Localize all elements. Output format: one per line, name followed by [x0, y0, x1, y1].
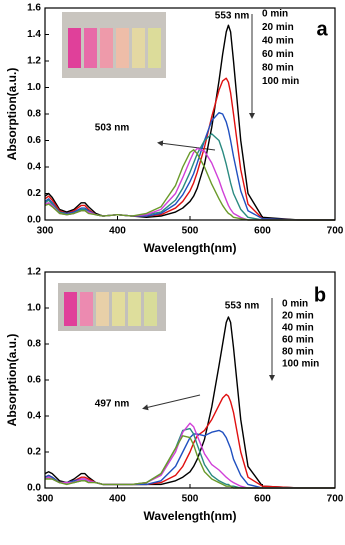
x-tick-label: 400 — [109, 494, 126, 505]
y-tick-label: 0.4 — [27, 411, 41, 422]
legend-entry: 20 min — [262, 22, 294, 33]
y-axis-label: Absorption(a.u.) — [5, 68, 19, 161]
x-tick-label: 400 — [109, 226, 126, 237]
y-tick-label: 0.6 — [27, 375, 41, 386]
x-tick-label: 500 — [182, 226, 199, 237]
y-tick-label: 0.4 — [27, 162, 41, 173]
y-tick-label: 0.8 — [27, 109, 41, 120]
x-tick-label: 600 — [254, 226, 271, 237]
x-tick-label: 300 — [37, 494, 54, 505]
y-axis-label: Absorption(a.u.) — [5, 334, 19, 427]
y-tick-label: 0.6 — [27, 135, 41, 146]
y-tick-label: 0.8 — [27, 339, 41, 350]
spectrum-line — [44, 316, 335, 489]
legend-entry: 80 min — [282, 347, 314, 358]
shift-arrow — [157, 140, 216, 151]
legend-entry: 40 min — [262, 36, 294, 47]
x-axis-label: Wavelength(nm) — [144, 509, 237, 523]
x-tick-label: 600 — [254, 494, 271, 505]
photo-inset — [58, 283, 166, 331]
legend-entry: 80 min — [262, 63, 294, 74]
y-tick-label: 0.0 — [27, 483, 41, 494]
spectrum-line — [44, 77, 335, 221]
x-tick-label: 500 — [182, 494, 199, 505]
spectrum-line — [44, 24, 335, 221]
spectrum-line — [45, 435, 335, 489]
y-tick-label: 0.0 — [27, 215, 41, 226]
legend-entry: 60 min — [262, 49, 294, 60]
y-tick-label: 1.2 — [27, 56, 41, 67]
spectrum-line — [44, 393, 335, 489]
panel-label: a — [316, 18, 328, 40]
legend-entry: 20 min — [282, 311, 314, 322]
x-tick-label: 300 — [37, 226, 54, 237]
legend-entry: 0 min — [282, 299, 308, 310]
x-axis-label: Wavelength(nm) — [144, 241, 237, 255]
panel-label: b — [314, 284, 326, 306]
spectrum-line — [44, 111, 335, 221]
y-tick-label: 1.6 — [27, 3, 41, 14]
y-tick-label: 1.0 — [27, 82, 41, 93]
y-tick-label: 0.2 — [27, 447, 41, 458]
y-tick-label: 0.2 — [27, 188, 41, 199]
annotation: 553 nm — [215, 11, 250, 22]
y-tick-label: 1.2 — [27, 267, 41, 278]
legend-entry: 100 min — [262, 76, 299, 87]
plot-frame — [44, 271, 336, 489]
x-tick-label: 700 — [327, 226, 344, 237]
y-tick-label: 1.0 — [27, 303, 41, 314]
annotation: 503 nm — [95, 123, 130, 134]
spectrum-line — [44, 429, 335, 489]
annotation: 553 nm — [225, 301, 260, 312]
legend-entry: 60 min — [282, 335, 314, 346]
photo-inset — [62, 12, 166, 78]
shift-arrow — [142, 394, 201, 411]
spectrum-line — [44, 149, 335, 221]
y-tick-label: 1.4 — [27, 29, 41, 40]
x-tick-label: 700 — [327, 494, 344, 505]
legend-entry: 40 min — [282, 323, 314, 334]
annotation: 497 nm — [95, 399, 130, 410]
plot-frame — [44, 7, 336, 221]
legend-entry: 0 min — [262, 9, 288, 20]
legend-entry: 100 min — [282, 359, 319, 370]
